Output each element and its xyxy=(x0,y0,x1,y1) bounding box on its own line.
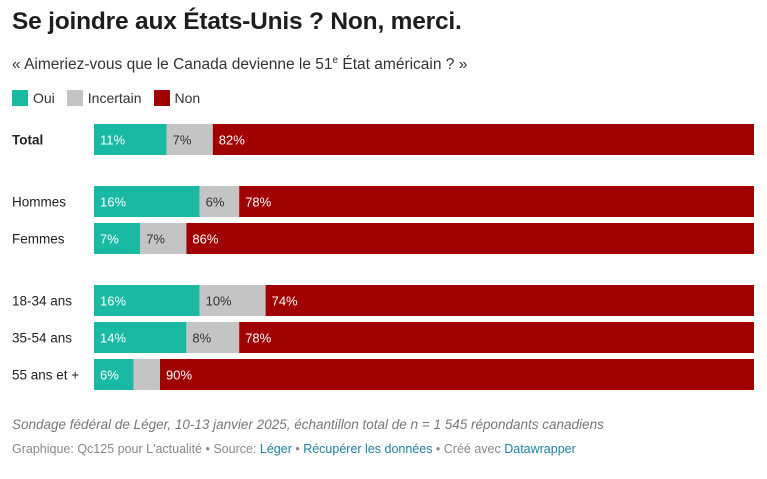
chart-note: Sondage fédéral de Léger, 10-13 janvier … xyxy=(12,417,604,432)
chart-title: Se joindre aux États-Unis ? Non, merci. xyxy=(12,8,462,35)
footer-separator: • xyxy=(291,442,304,456)
bar-segment-oui xyxy=(94,186,200,217)
get-data-link[interactable]: Récupérer les données xyxy=(303,442,433,456)
stacked-bar-chart: Total 11% 7% 82% Hommes 16% 6% 78% Femmes 7% 7% 86%… xyxy=(12,124,755,390)
category-label: 18-34 ans xyxy=(12,294,72,309)
data-label: 10% xyxy=(206,294,232,309)
bar-segment-non xyxy=(186,223,754,254)
bar-segment-incertain xyxy=(199,285,266,316)
data-label: 74% xyxy=(272,294,298,309)
bar-segment-incertain xyxy=(166,124,213,155)
footer-credit: Graphique: Qc125 pour L'actualité • Sour… xyxy=(12,442,260,456)
bar-segment-incertain xyxy=(133,359,160,390)
data-label: 6% xyxy=(100,368,119,383)
bar-segment-oui xyxy=(94,285,200,316)
data-label: 7% xyxy=(146,232,165,247)
subtitle-text: « Aimeriez-vous que le Canada devienne l… xyxy=(12,56,333,73)
bar-segment-non xyxy=(212,124,755,155)
subtitle-text-end: État américain ? » xyxy=(338,56,468,73)
bar-segment-non xyxy=(265,285,754,316)
data-label: 16% xyxy=(100,294,126,309)
category-label: 35-54 ans xyxy=(12,331,72,346)
bar-segment-oui xyxy=(94,322,187,353)
category-label: Femmes xyxy=(12,232,65,247)
legend-label-oui: Oui xyxy=(33,90,55,106)
legend-item-non: Non xyxy=(153,90,201,106)
data-label: 11% xyxy=(100,133,125,148)
bar-segment-incertain xyxy=(199,186,240,217)
bar-segment-non xyxy=(239,186,754,217)
legend-label-incertain: Incertain xyxy=(87,90,142,106)
data-label: 7% xyxy=(173,133,192,148)
bar-segment-oui xyxy=(94,359,134,390)
data-label: 82% xyxy=(219,133,245,148)
datawrapper-link[interactable]: Datawrapper xyxy=(504,442,576,456)
data-label: 6% xyxy=(206,195,225,210)
source-link[interactable]: Léger xyxy=(259,442,292,456)
bar-segment-oui xyxy=(94,124,167,155)
legend-label-non: Non xyxy=(174,90,201,106)
data-label: 8% xyxy=(192,331,211,346)
data-label: 78% xyxy=(245,331,271,346)
footer-created-with: • Créé avec xyxy=(432,442,505,456)
data-label: 7% xyxy=(100,232,119,247)
data-label: 78% xyxy=(245,195,271,210)
data-label: 90% xyxy=(166,368,192,383)
bar-segment-non xyxy=(160,359,754,390)
data-label: 16% xyxy=(100,195,126,210)
category-label: Hommes xyxy=(12,195,66,210)
bar-segment-oui xyxy=(94,223,141,254)
chart-subtitle: « Aimeriez-vous que le Canada devienne l… xyxy=(12,55,467,74)
bar-segment-non xyxy=(239,322,754,353)
legend: Oui Incertain Non xyxy=(12,90,212,106)
legend-item-incertain: Incertain xyxy=(66,90,142,106)
data-label: 86% xyxy=(192,232,218,247)
chart-footer: Graphique: Qc125 pour L'actualité • Sour… xyxy=(12,442,576,456)
legend-swatch-oui xyxy=(12,90,28,106)
category-label: 55 ans et + xyxy=(12,368,79,383)
category-label: Total xyxy=(12,133,43,148)
bar-segment-incertain xyxy=(140,223,187,254)
bar-segment-incertain xyxy=(186,322,240,353)
legend-swatch-incertain xyxy=(66,90,83,106)
data-label: 14% xyxy=(100,331,126,346)
subtitle-superscript: e xyxy=(332,55,339,66)
legend-item-oui: Oui xyxy=(12,90,55,106)
legend-swatch-non xyxy=(153,90,170,106)
